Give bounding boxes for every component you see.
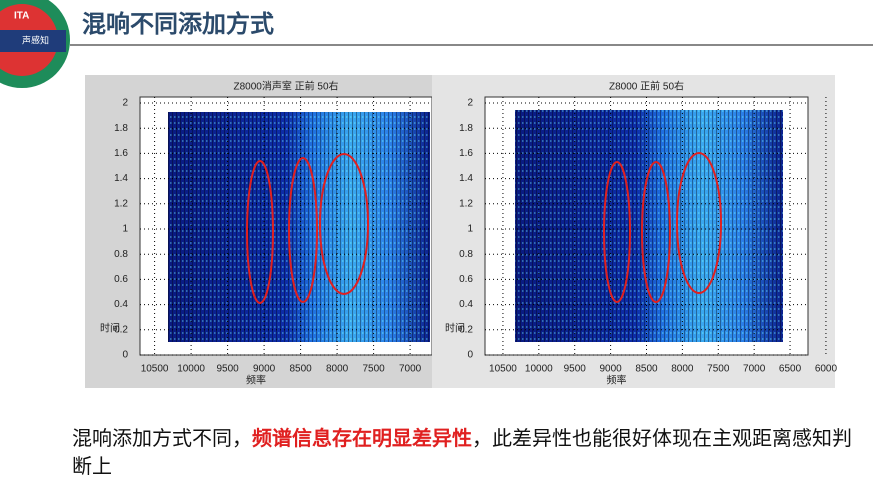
y-tick-label: 0.2 — [114, 324, 128, 335]
y-tick-label: 0.4 — [114, 299, 128, 310]
x-axis-label: 频率 — [246, 374, 266, 387]
y-tick-label: 1.2 — [459, 198, 473, 209]
y-tick-label: 0.6 — [459, 274, 473, 285]
x-axis-label: 频率 — [607, 374, 627, 387]
y-tick-label: 0.6 — [114, 274, 128, 285]
x-tick-label: 6500 — [779, 364, 802, 375]
spectrogram-texture — [168, 112, 430, 342]
spectrogram-texture — [515, 110, 783, 342]
y-tick-label: 0 — [122, 350, 128, 361]
figure-title: Z8000 正前 50右 — [609, 80, 684, 93]
y-tick-label: 1 — [122, 224, 128, 235]
x-tick-label: 7500 — [707, 364, 730, 375]
highlight-ellipse — [288, 157, 318, 303]
y-tick-label: 0 — [467, 350, 473, 361]
x-tick-label: 7000 — [743, 364, 766, 375]
body-text: 混响添加方式不同，频谱信息存在明显差异性，此差异性也能很好体现在主观距离感知判断… — [72, 424, 852, 480]
y-tick-label: 1.4 — [459, 173, 473, 184]
y-tick-label: 1.6 — [459, 148, 473, 159]
x-tick-label: 10000 — [525, 364, 553, 375]
y-tick-label: 1 — [467, 224, 473, 235]
x-tick-label: 9000 — [599, 364, 622, 375]
y-axis-label: 时间 — [445, 322, 465, 335]
x-tick-label: 10000 — [177, 364, 205, 375]
y-tick-label: 0.8 — [114, 249, 128, 260]
x-tick-label: 8000 — [326, 364, 349, 375]
slide-graphics: ITA 声感知 混响不同添加方式 Z8000消声室 正前 50右 0 0.2 0.4 0… — [0, 0, 873, 388]
x-tick-label: 10500 — [141, 364, 169, 375]
highlight-ellipse — [319, 153, 369, 295]
body-text-part: ，此差异性也能很好体现在主观距离感知判断上 — [72, 426, 852, 478]
highlight-ellipse — [246, 160, 274, 304]
y-tick-label: 1.4 — [114, 173, 128, 184]
x-tick-label: 6000 — [815, 364, 838, 375]
highlight-ellipse — [676, 152, 722, 294]
body-text-part: 混响添加方式不同， — [72, 426, 252, 450]
x-tick-label: 10500 — [489, 364, 517, 375]
x-tick-label: 9500 — [216, 364, 239, 375]
y-tick-label: 1.2 — [114, 198, 128, 209]
logo-band — [0, 30, 66, 52]
highlight-ellipse — [641, 161, 671, 303]
y-tick-label: 2 — [467, 98, 473, 109]
x-tick-label: 8500 — [289, 364, 312, 375]
figure: Z8000消声室 正前 50右 0 0.2 0.4 0.6 0.8 1 1.2 1.4 1.6 1.… — [85, 75, 433, 388]
x-tick-label: 9000 — [253, 364, 276, 375]
logo-text: ITA — [14, 11, 29, 22]
slide-title: 混响不同添加方式 — [82, 10, 274, 38]
x-tick-label: 7500 — [362, 364, 385, 375]
y-tick-label: 1.6 — [114, 148, 128, 159]
highlight-ellipse — [603, 161, 631, 303]
x-tick-label: 8500 — [635, 364, 658, 375]
y-tick-label: 2 — [122, 98, 128, 109]
y-tick-label: 1.8 — [459, 123, 473, 134]
y-tick-label: 0.4 — [459, 299, 473, 310]
figure-title: Z8000消声室 正前 50右 — [233, 80, 338, 93]
y-tick-label: 1.8 — [114, 123, 128, 134]
x-tick-label: 7000 — [399, 364, 422, 375]
y-axis-label: 时间 — [100, 322, 120, 335]
x-tick-label: 9500 — [564, 364, 587, 375]
y-tick-label: 0.2 — [459, 324, 473, 335]
y-tick-label: 0.8 — [459, 249, 473, 260]
figure: Z8000 正前 50右 0 0.2 0.4 0.6 0.8 1 1.2 1.4 1.6 1.8 2 1… — [432, 75, 838, 388]
logo-text: 声感知 — [22, 34, 49, 45]
body-highlight: 频谱信息存在明显差异性 — [252, 426, 472, 450]
x-tick-label: 8000 — [671, 364, 694, 375]
